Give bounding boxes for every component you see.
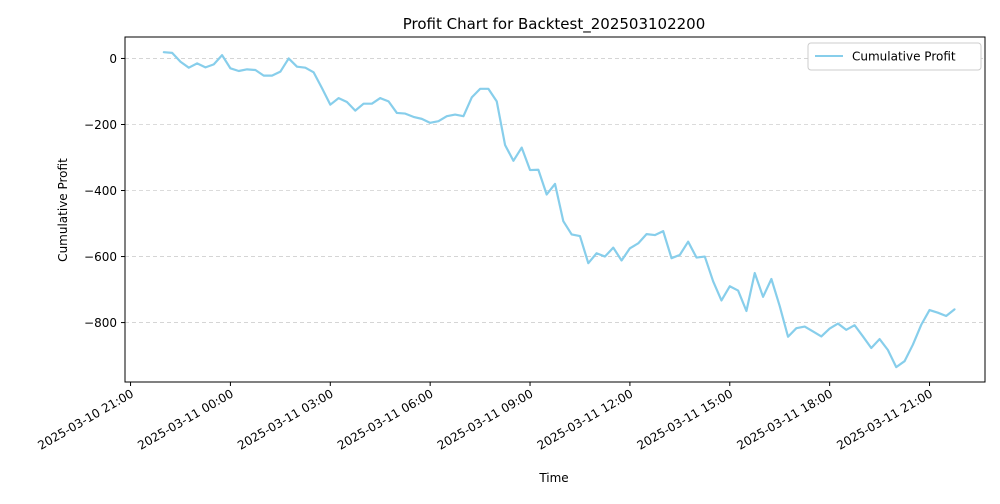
legend-box: [807, 42, 982, 71]
plot-frame: [124, 36, 986, 383]
cumulative-profit-line: [162, 51, 956, 369]
chart-title: Profit Chart for Backtest_202503102200: [403, 15, 706, 34]
legend: Cumulative Profit: [807, 42, 982, 71]
x-axis-label: Time: [538, 471, 568, 485]
y-tick-label: −400: [84, 184, 117, 198]
legend-label: Cumulative Profit: [852, 50, 956, 64]
series-layer: [162, 51, 956, 369]
y-axis: 0 −200 −400 −600 −800: [84, 52, 125, 330]
y-tick-label: −200: [84, 118, 117, 132]
y-tick-label: −600: [84, 250, 117, 264]
y-tick-label: −800: [84, 316, 117, 330]
y-axis-label: Cumulative Profit: [56, 158, 70, 262]
y-tick-label: 0: [109, 52, 117, 66]
